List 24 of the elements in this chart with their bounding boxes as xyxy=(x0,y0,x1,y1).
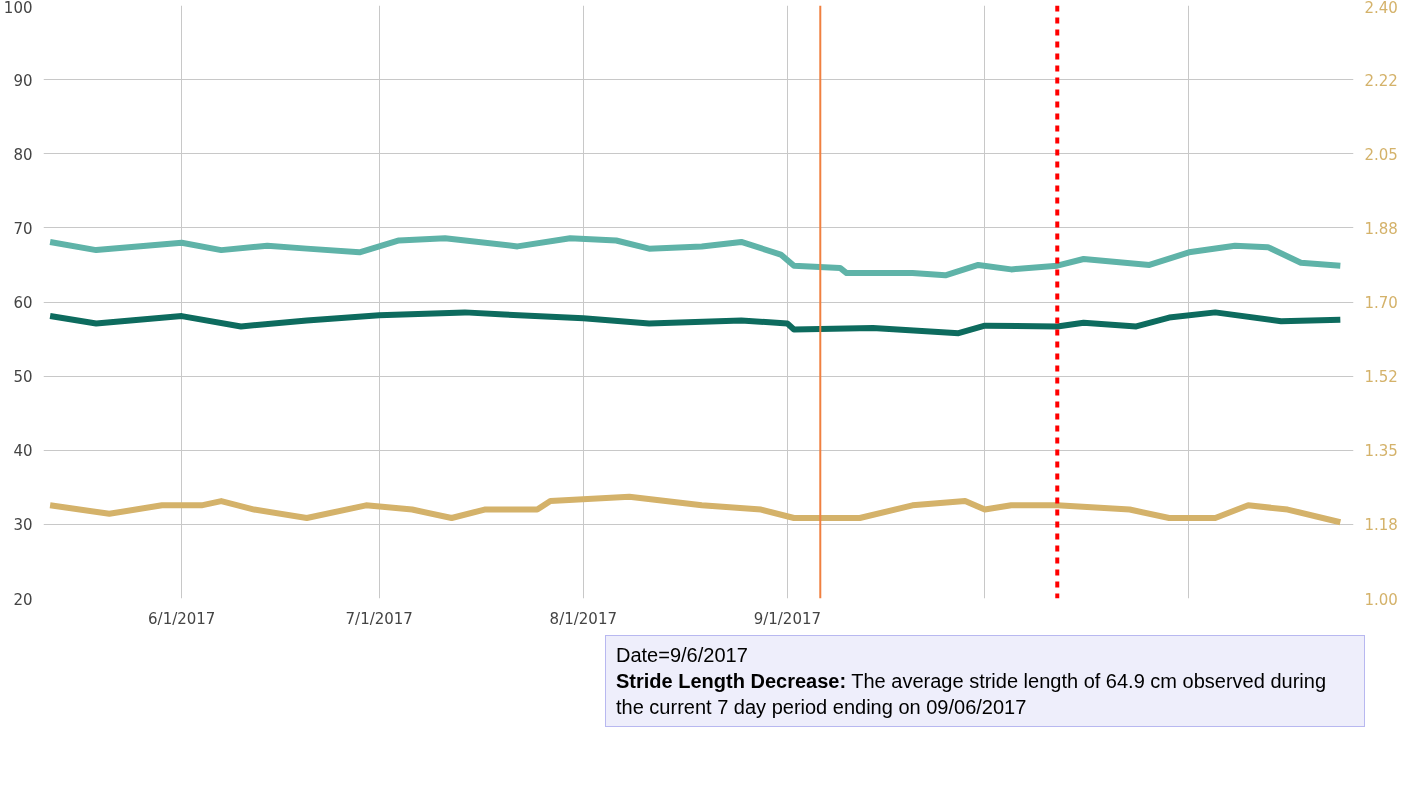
x-tick-label: 8/1/2017 xyxy=(549,609,617,628)
x-tick-label: 7/1/2017 xyxy=(345,609,413,628)
text: Date=9/6/2017 xyxy=(616,644,748,666)
y2-tick-label: 1.52 xyxy=(1364,368,1398,387)
y-tick-label: 50 xyxy=(13,368,33,387)
y2-tick-label: 1.35 xyxy=(1364,442,1398,461)
y-tick-label: 20 xyxy=(13,590,33,609)
y-tick-label: 30 xyxy=(13,516,33,535)
x-tick-label: 9/1/2017 xyxy=(753,609,822,628)
x-tick-label: 6/1/2017 xyxy=(148,609,216,628)
y2-tick-label: 1.18 xyxy=(1364,516,1398,535)
y-tick-label: 60 xyxy=(13,294,33,312)
text: Stride Length Decrease: The average stride length of 64.9 cm observed during the current 7 day period ending on 09/06/2017 xyxy=(616,670,1326,718)
y2-tick-label: 1.00 xyxy=(1364,590,1398,609)
y2-tick-label: 1.70 xyxy=(1364,294,1398,312)
y2-tick-label: 1.88 xyxy=(1364,219,1398,238)
y-tick-label: 100 xyxy=(3,0,33,17)
y2-tick-label: 2.40 xyxy=(1364,0,1398,17)
y-tick-label: 90 xyxy=(13,71,33,90)
y-tick-label: 80 xyxy=(13,145,33,164)
y-tick-label: 40 xyxy=(13,442,33,461)
y2-tick-label: 2.05 xyxy=(1364,145,1398,164)
y-tick-label: 70 xyxy=(13,219,33,238)
y2-tick-label: 2.22 xyxy=(1364,71,1398,90)
